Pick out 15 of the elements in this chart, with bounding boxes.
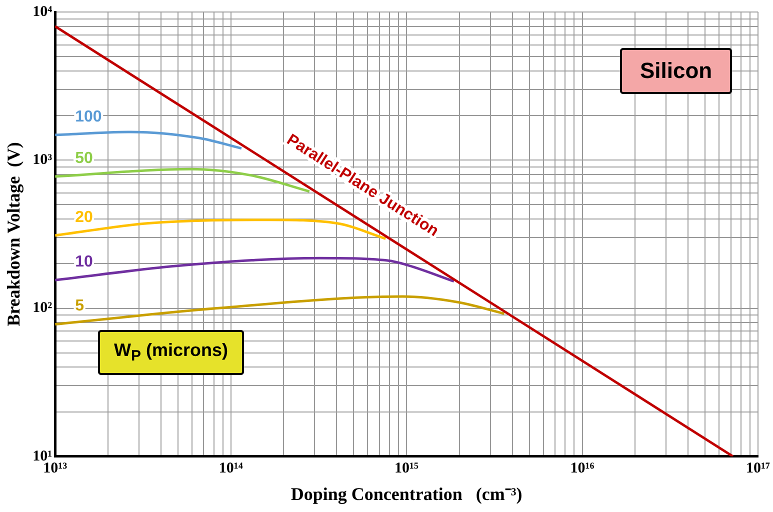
x-tick-label: 10¹⁵ xyxy=(394,460,420,476)
x-tick-label: 10¹⁶ xyxy=(570,460,595,476)
annotation: W$_{P}$ (microns) xyxy=(98,330,244,375)
x-tick-label: 10¹⁷ xyxy=(746,460,770,476)
y-tick-label: 10⁴ xyxy=(32,4,53,20)
y-axis-title: Breakdown Voltage (V) xyxy=(3,142,24,326)
series-label: 5 xyxy=(75,298,84,315)
x-tick-label: 10¹⁴ xyxy=(218,460,244,476)
series-label: 10 xyxy=(75,253,93,270)
y-tick-label: 10² xyxy=(32,300,53,316)
x-axis-title: Doping Concentration (cm⁻³) xyxy=(290,484,522,504)
x-tick-label: 10¹³ xyxy=(43,460,68,476)
annotation: Silicon xyxy=(620,48,732,94)
series-label: 20 xyxy=(75,208,93,226)
y-tick-label: 10³ xyxy=(32,152,53,168)
